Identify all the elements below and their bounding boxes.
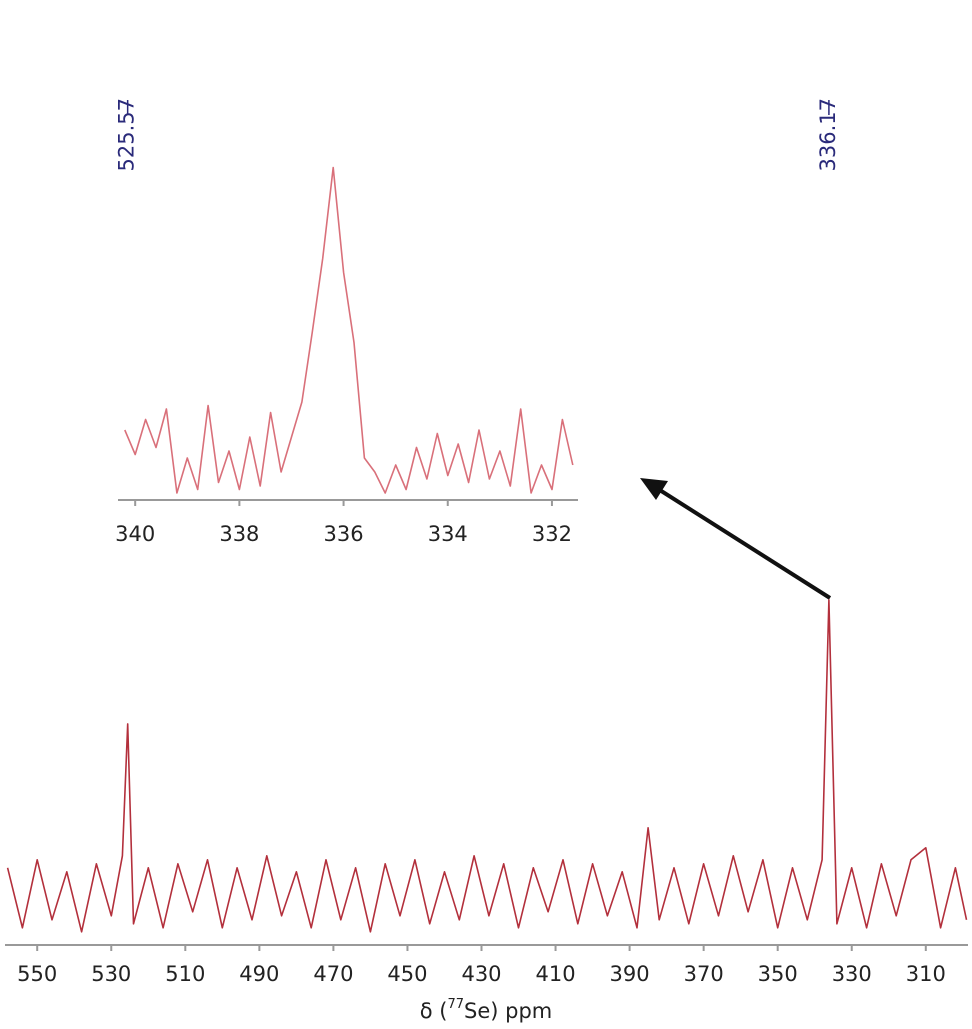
spectrum-line [6, 599, 968, 933]
x-tick-label: 370 [684, 962, 724, 986]
x-tick-label: 340 [115, 522, 155, 546]
x-tick-label: 510 [165, 962, 205, 986]
x-tick-label: 310 [906, 962, 946, 986]
x-label-sup: 77 [447, 997, 464, 1012]
x-tick-label: 338 [219, 522, 259, 546]
x-tick-label: 330 [832, 962, 872, 986]
x-tick-label: 430 [461, 962, 501, 986]
arrow-head [640, 478, 668, 500]
spectrum-line [124, 166, 574, 494]
x-label-suffix: Se) ppm [464, 999, 552, 1023]
arrow-shaft [653, 485, 832, 600]
x-axis-label: δ (77Se) ppm [420, 997, 553, 1024]
x-tick-label: 530 [91, 962, 131, 986]
x-tick-label: 450 [387, 962, 427, 986]
x-tick-label: 332 [532, 522, 572, 546]
x-tick-label: 490 [239, 962, 279, 986]
x-tick-label: 410 [536, 962, 576, 986]
peak-label: 336.17 [816, 98, 840, 171]
x-tick-label: 390 [610, 962, 650, 986]
x-tick-label: 336 [324, 522, 364, 546]
peak-label: 525.57 [115, 98, 139, 171]
x-tick-label: 550 [17, 962, 57, 986]
x-tick-label: 350 [758, 962, 798, 986]
x-label-prefix: δ ( [420, 999, 448, 1023]
x-tick-label: 470 [313, 962, 353, 986]
x-tick-label: 334 [428, 522, 468, 546]
